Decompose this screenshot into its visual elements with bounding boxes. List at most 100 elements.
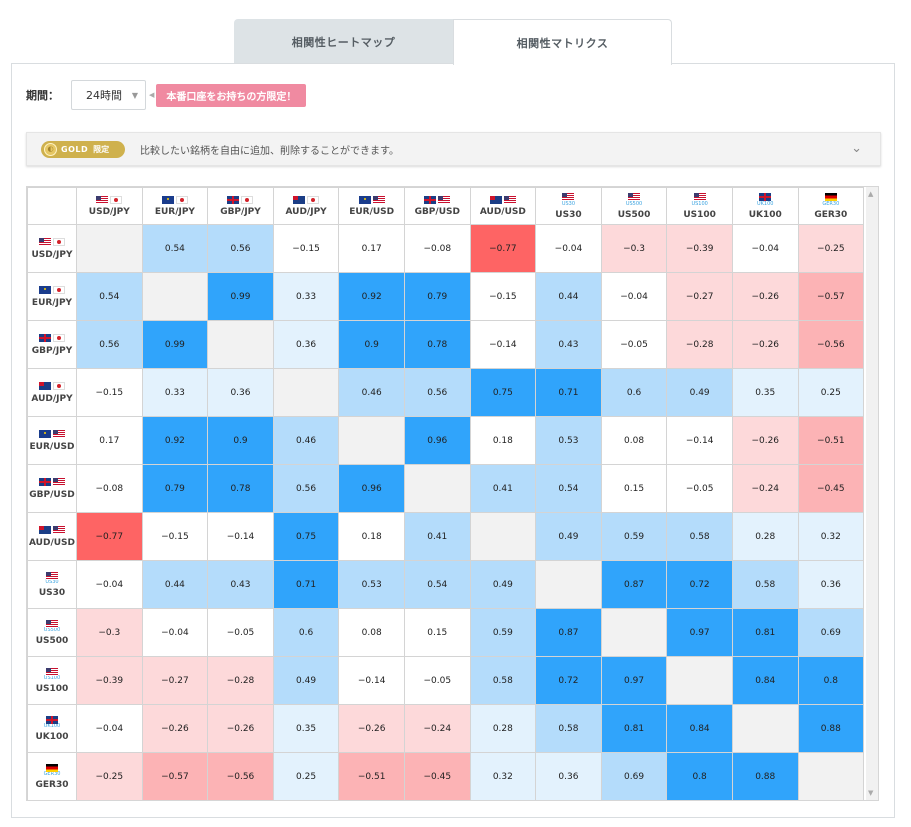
column-header-label: US30 US30 <box>536 193 601 220</box>
correlation-cell: 0.78 <box>207 464 274 513</box>
correlation-cell: 0.56 <box>76 320 143 369</box>
flag-au-icon <box>39 526 51 534</box>
flag-jp-icon <box>175 195 188 204</box>
flag-us-icon <box>96 195 109 204</box>
correlation-cell: −0.15 <box>272 224 340 273</box>
symbol-name: US500 <box>617 209 651 220</box>
gold-description: 比較したい銘柄を自由に追加、削除することができます。 <box>140 145 399 157</box>
flag-group <box>759 193 772 202</box>
tab-matrix[interactable]: 相関性マトリクス <box>453 19 672 65</box>
matrix-panel: 期間： 24時間 ▼ ◀ 本番口座をお持ちの方限定！ ◐ GOLD 限定 比較し… <box>11 63 895 818</box>
correlation-cell: 0.08 <box>600 416 668 465</box>
flag-group <box>39 478 65 487</box>
correlation-cell: 0.59 <box>600 512 668 561</box>
diagonal-cell <box>797 752 865 800</box>
flag-us-icon <box>372 195 385 204</box>
correlation-cell: −0.77 <box>469 224 537 273</box>
symbol-name: US100 <box>683 209 716 220</box>
correlation-cell: 0.46 <box>272 416 340 465</box>
flag-jp-icon <box>53 286 65 294</box>
index-tag: US500 <box>43 627 61 633</box>
correlation-cell: 0.33 <box>141 368 209 417</box>
period-select[interactable]: 24時間 ▼ <box>71 80 146 110</box>
correlation-cell: 0.15 <box>403 608 471 657</box>
correlation-cell: −0.24 <box>731 464 799 513</box>
period-label: 期間： <box>26 89 59 102</box>
table-row: US500 US500 −0.3 −0.04 −0.05 0.6 0.08 0.15 0.59 0… <box>27 608 865 657</box>
correlation-cell: −0.39 <box>76 656 143 705</box>
symbol-name: GBP/USD <box>414 207 460 217</box>
correlation-cell: 0.44 <box>535 272 602 321</box>
row-header-label: US500 US500 <box>28 619 76 646</box>
correlation-cell: 0.56 <box>207 224 274 273</box>
correlation-cell: 0.96 <box>403 416 471 465</box>
flag-group <box>293 195 320 204</box>
correlation-cell: 0.56 <box>272 464 340 513</box>
correlation-cell: −0.26 <box>141 704 209 753</box>
chevron-down-icon[interactable]: ⌄ <box>851 141 862 156</box>
correlation-cell: 0.75 <box>469 368 537 417</box>
gold-feature-bar[interactable]: ◐ GOLD 限定 比較したい銘柄を自由に追加、削除することができます。 ⌄ <box>26 132 881 166</box>
correlation-cell: −0.51 <box>797 416 865 465</box>
flag-us-icon <box>46 619 58 628</box>
correlation-cell: −0.15 <box>469 272 537 321</box>
diagonal-cell <box>272 368 340 417</box>
correlation-cell: −0.14 <box>207 512 274 561</box>
correlation-cell: 0.18 <box>469 416 537 465</box>
table-row: GER30 GER30 −0.25 −0.57 −0.56 0.25 −0.51 −0.45 0… <box>27 752 865 800</box>
column-header: US30 US30 <box>535 187 602 225</box>
flag-group <box>489 195 516 204</box>
correlation-cell: −0.15 <box>76 368 143 417</box>
row-header-label: US30 US30 <box>28 571 76 598</box>
vertical-scrollbar[interactable]: ▲ ▼ <box>866 187 878 800</box>
correlation-cell: −0.04 <box>535 224 602 273</box>
tab-heatmap[interactable]: 相関性ヒートマップ <box>234 19 453 64</box>
row-header-label: GER30 GER30 <box>28 763 76 790</box>
correlation-cell: −0.57 <box>797 272 865 321</box>
flag-de-icon <box>824 193 837 201</box>
row-header-label: US100 US100 <box>28 667 76 694</box>
live-account-notice: 本番口座をお持ちの方限定！ <box>156 83 307 107</box>
correlation-cell: −0.05 <box>207 608 274 657</box>
symbol-name: GBP/JPY <box>220 207 261 217</box>
flag-gb-icon <box>424 195 437 204</box>
correlation-cell: −0.14 <box>338 656 405 705</box>
column-header: GER30 GER30 <box>797 187 865 225</box>
flag-group <box>96 195 123 204</box>
correlation-cell: 0.81 <box>600 704 668 753</box>
row-header-label: AUD/JPY <box>28 382 76 404</box>
column-header-label: US500 US500 <box>602 193 667 220</box>
correlation-cell: 0.71 <box>535 368 602 417</box>
correlation-cell: −0.25 <box>76 752 143 800</box>
flag-eu-icon <box>39 286 51 294</box>
index-tag: US500 <box>625 200 643 207</box>
correlation-cell: 0.59 <box>469 608 537 657</box>
correlation-cell: 0.25 <box>272 752 340 800</box>
table-row: EUR/JPY 0.54 0.99 0.33 0.92 0.79 −0.15 0.44 −0.0… <box>27 272 865 321</box>
column-header-label: EUR/JPY <box>143 195 208 217</box>
correlation-cell: 0.92 <box>141 416 209 465</box>
column-header: AUD/USD <box>469 187 537 225</box>
row-header-label: EUR/USD <box>28 430 76 452</box>
row-header: GBP/JPY <box>27 320 77 369</box>
symbol-name: EUR/JPY <box>154 207 195 217</box>
column-header: UK100 UK100 <box>731 187 799 225</box>
correlation-cell: 0.53 <box>338 560 405 609</box>
header-row: USD/JPY EUR/JPY GBP/JPY AUD/JPY EUR/USD GBP/U… <box>27 187 865 225</box>
column-header: AUD/JPY <box>272 187 340 225</box>
symbol-name: UK100 <box>748 209 782 220</box>
flag-group <box>46 571 58 580</box>
correlation-matrix[interactable]: USD/JPY EUR/JPY GBP/JPY AUD/JPY EUR/USD GBP/U… <box>26 186 879 801</box>
flag-group <box>39 430 65 439</box>
table-row: AUD/JPY −0.15 0.33 0.36 0.46 0.56 0.75 0.71 0.6 0… <box>27 368 865 417</box>
table-row: GBP/JPY 0.56 0.99 0.36 0.9 0.78 −0.14 0.43 −0.05… <box>27 320 865 369</box>
diagonal-cell <box>207 320 274 369</box>
scroll-up-icon[interactable]: ▲ <box>868 190 874 198</box>
symbol-name: GER30 <box>814 209 848 220</box>
scroll-down-icon[interactable]: ▼ <box>868 789 874 797</box>
symbol-name: AUD/USD <box>28 537 75 548</box>
correlation-cell: 0.72 <box>535 656 602 705</box>
correlation-cell: 0.58 <box>666 512 733 561</box>
correlation-cell: 0.58 <box>535 704 602 753</box>
flag-us-icon <box>46 667 58 676</box>
